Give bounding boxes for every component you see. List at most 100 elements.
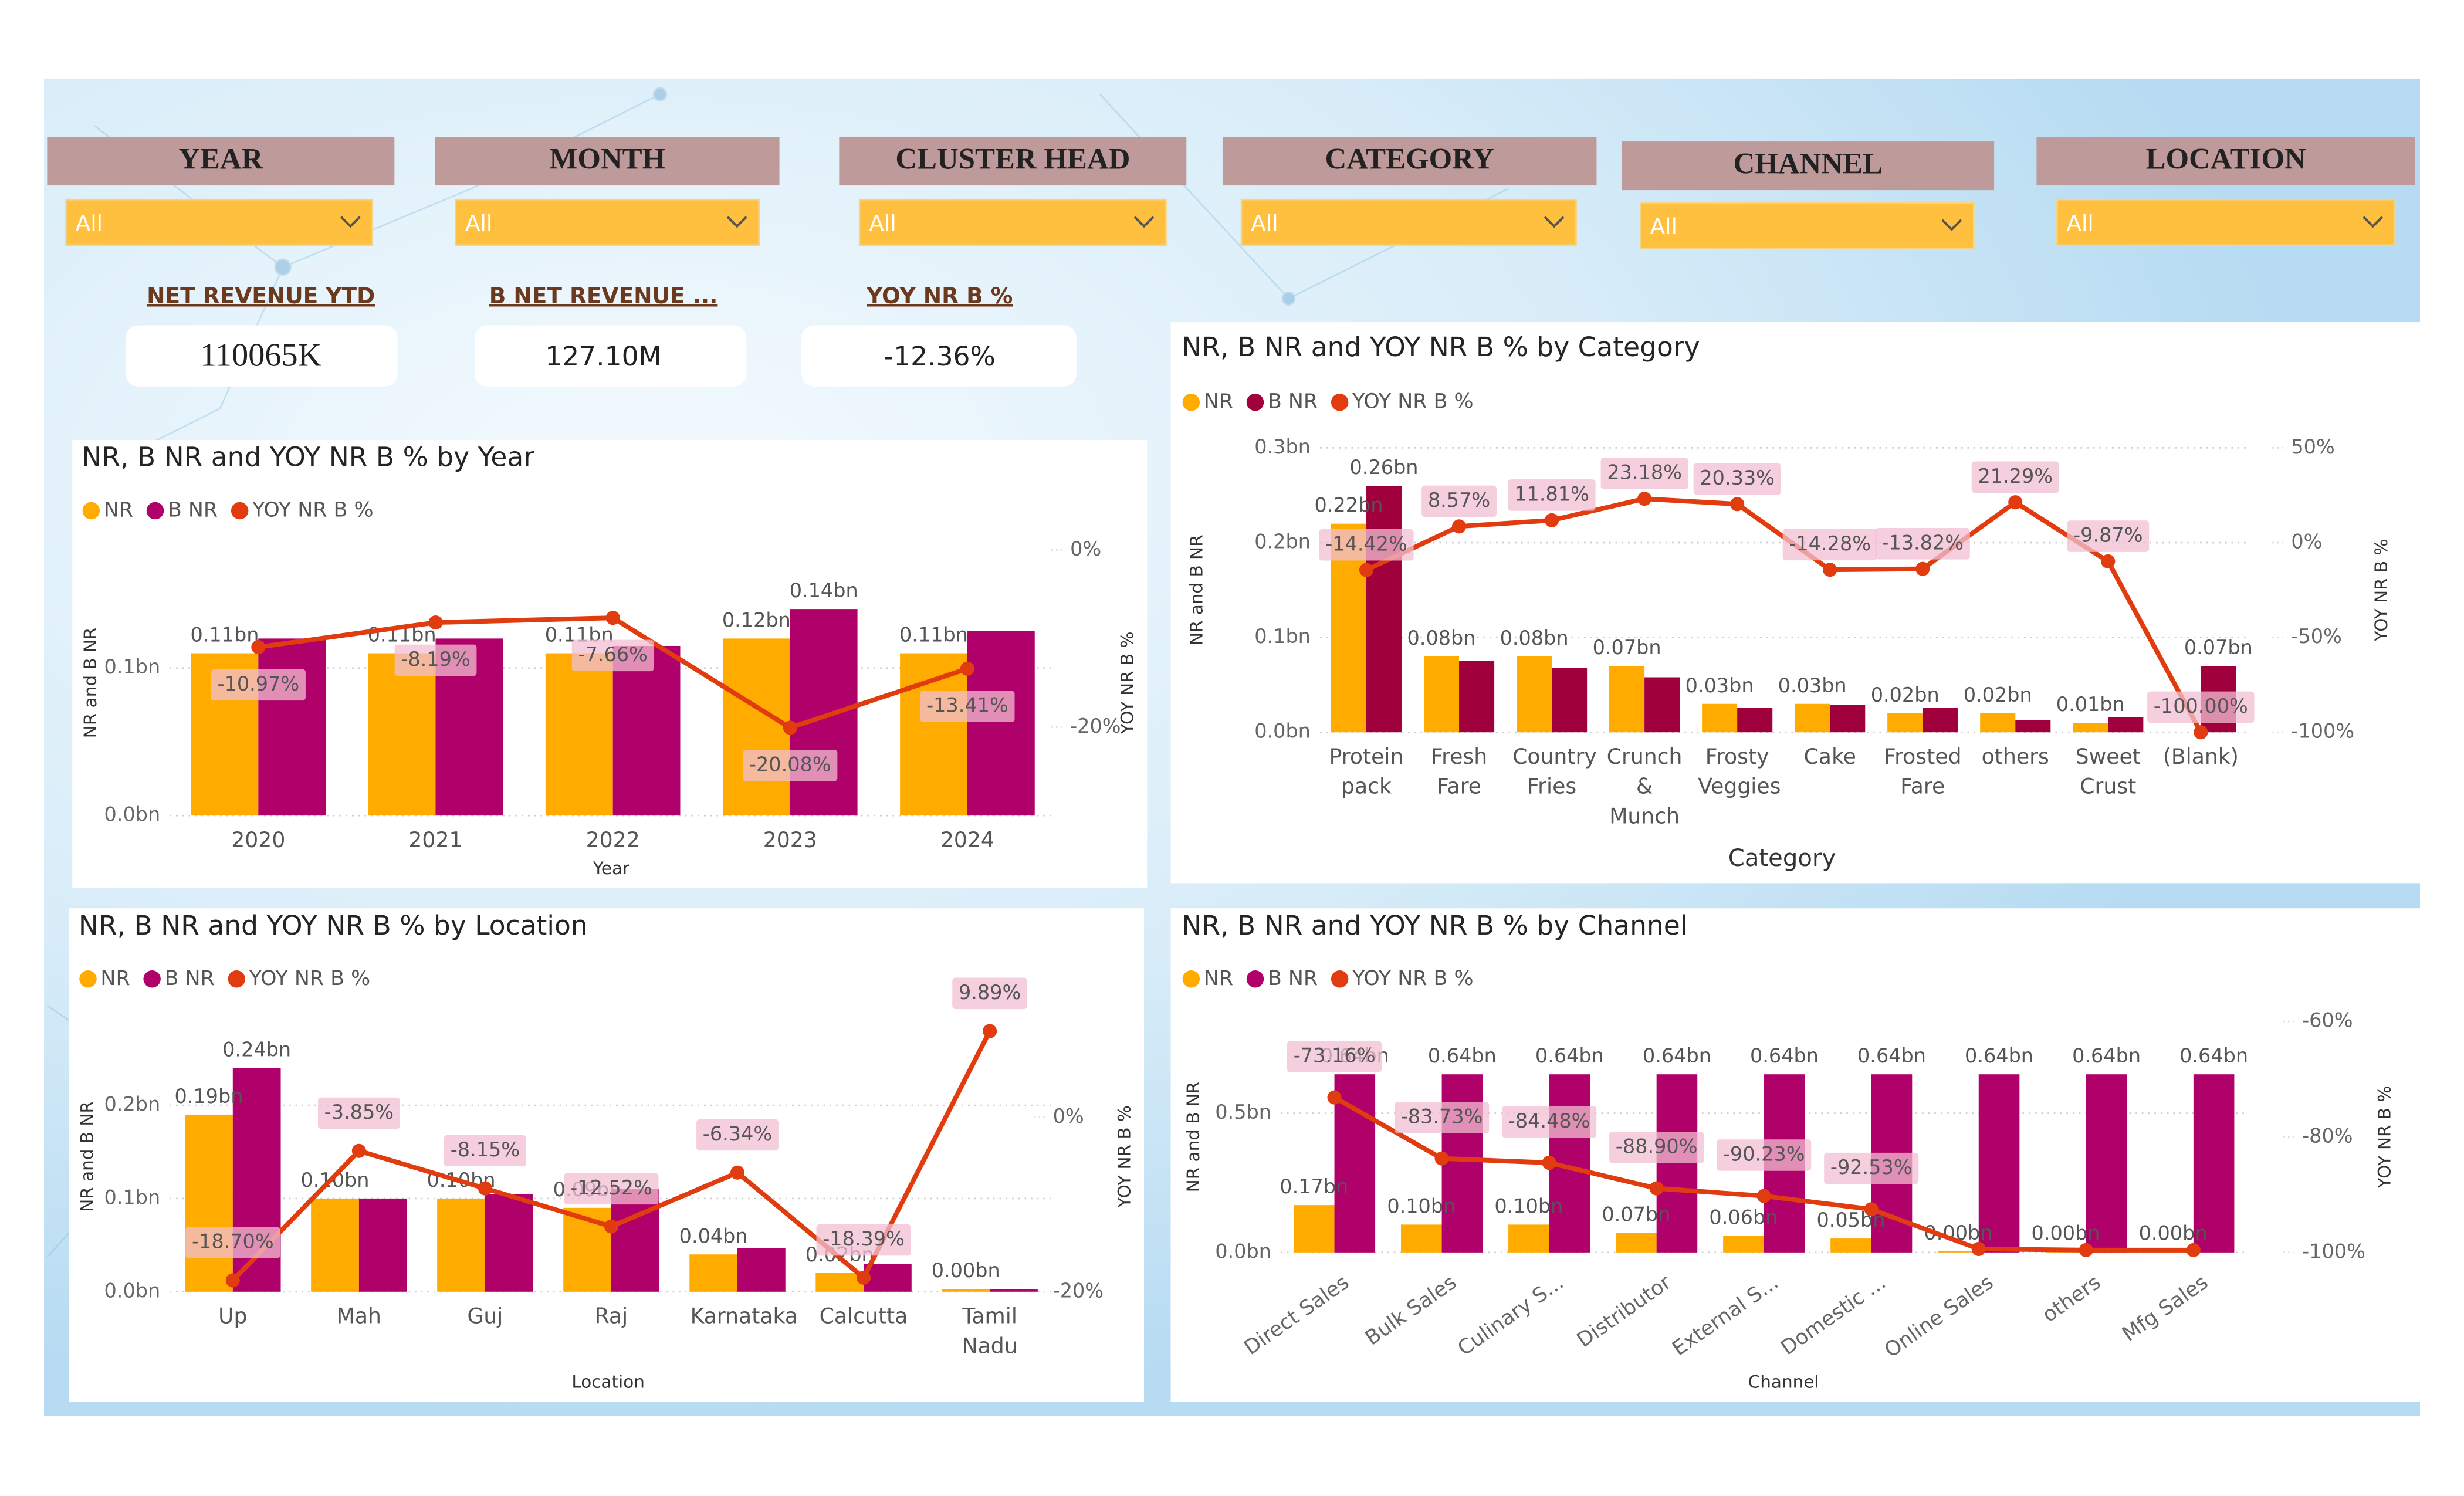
filter-header: [435, 137, 780, 186]
bar-value-label: 0.00bn: [2139, 1221, 2208, 1244]
legend-marker: [143, 970, 161, 988]
line-point: [1452, 519, 1467, 534]
bar-value-label: 0.64bn: [2179, 1044, 2248, 1067]
bar-value-label: 0.11bn: [190, 624, 259, 647]
line-value-label: 8.57%: [1428, 489, 1490, 512]
bar-value-label: 0.00bn: [932, 1259, 1000, 1282]
filter-dropdown[interactable]: [1640, 202, 1975, 249]
line-point: [478, 1181, 492, 1196]
bar-value-label: 0.07bn: [1593, 636, 1661, 659]
x-tick-label-box: 2021: [408, 828, 462, 854]
filter-dropdown[interactable]: [2056, 198, 2396, 246]
bar-value-label: 0.10bn: [301, 1169, 370, 1192]
bar: [1401, 1224, 1442, 1253]
legend-label: B NR: [168, 499, 218, 522]
legend-label: NR: [104, 499, 133, 522]
legend-label: YOY NR B %: [249, 967, 371, 990]
legend-marker: [1246, 970, 1264, 988]
y2-tick-label: -50%: [2291, 625, 2341, 648]
legend-marker: [231, 502, 249, 520]
line-value-label: -6.34%: [703, 1122, 772, 1145]
kpi-value: 127.10M: [545, 341, 662, 372]
line-point: [1542, 1155, 1556, 1170]
bar: [1508, 1224, 1549, 1253]
bar: [737, 1248, 786, 1292]
bar: [545, 653, 613, 816]
line-point: [605, 611, 620, 625]
bar-value-label: 0.26bn: [1350, 456, 1419, 479]
line-point: [2194, 725, 2208, 740]
line-label-bg: [1502, 1106, 1597, 1138]
bar: [1923, 708, 1958, 733]
line-point: [251, 639, 266, 655]
bar: [611, 1189, 659, 1292]
line-label-bg: [1875, 528, 1970, 560]
line-point: [1434, 1151, 1449, 1166]
line-label-bg: [444, 1135, 526, 1167]
bar-value-label: 0.11bn: [899, 624, 968, 647]
filter-dropdown[interactable]: [1240, 198, 1577, 246]
bar: [1830, 1238, 1871, 1253]
bar: [368, 653, 436, 816]
y-axis-label: NR and B NR: [77, 1101, 97, 1212]
bar: [1644, 677, 1680, 733]
kpi-label: NET REVENUE YTD: [147, 283, 375, 309]
kpi-value: 110065K: [200, 337, 322, 374]
bar: [2108, 717, 2144, 733]
x-tick-label-box: Up: [218, 1304, 247, 1329]
y-tick-label: 0.1bn: [104, 1186, 161, 1209]
bar: [1938, 1251, 1979, 1253]
x-tick-label-box: Calcutta: [820, 1304, 908, 1329]
x-tick-label: others: [1981, 744, 2049, 770]
line-value-label: -18.39%: [823, 1227, 905, 1250]
x-tick-label: Tamil Nadu: [962, 1304, 1018, 1359]
y2-tick-label: 0%: [2291, 530, 2322, 553]
line-value-label: -13.41%: [926, 694, 1008, 717]
dropdown-arrow: [726, 216, 747, 228]
bar: [2086, 1074, 2127, 1253]
y2-tick-label: 0%: [1053, 1105, 1084, 1128]
bar-value-label: 0.64bn: [1428, 1044, 1497, 1067]
y-tick-label: 0.0bn: [1215, 1240, 1271, 1263]
filter-dropdown[interactable]: [455, 198, 760, 246]
bar: [942, 1289, 990, 1292]
x-tick-label-box: Tamil Nadu: [962, 1304, 1018, 1359]
x-tick-label: Raj: [594, 1304, 628, 1330]
dropdown-arrow: [1133, 216, 1155, 228]
line-label-bg: [317, 1097, 400, 1129]
x-tick-label: Crunch & Munch: [1606, 744, 1683, 830]
y2-tick-label: -100%: [2291, 720, 2354, 743]
y-axis-label: NR and B NR: [80, 627, 100, 738]
line-label-bg: [920, 691, 1015, 722]
filter-value: All: [1650, 214, 1678, 239]
x-tick-label-box: Fresh Fare: [1431, 745, 1487, 800]
x-tick-label-box: (Blank): [2162, 744, 2239, 770]
bar: [689, 1254, 738, 1292]
legend-marker: [228, 970, 246, 988]
line-value-label: 9.89%: [959, 981, 1021, 1004]
bar: [2193, 1074, 2235, 1253]
bar: [790, 609, 858, 816]
bar-value-label: 0.14bn: [790, 579, 858, 602]
line-point: [730, 1165, 745, 1180]
line-point: [351, 1143, 366, 1158]
legend-label: B NR: [165, 967, 215, 990]
line-point: [1756, 1189, 1771, 1203]
legend-marker: [1331, 970, 1349, 988]
filter-dropdown[interactable]: [65, 198, 374, 246]
y2-tick-label: -100%: [2302, 1240, 2365, 1263]
legend-marker: [1331, 393, 1349, 411]
chart-title: NR, B NR and YOY NR B % by Year: [82, 442, 534, 473]
x-tick-label: (Blank): [2162, 744, 2239, 770]
filter-dropdown[interactable]: [858, 198, 1167, 246]
bar: [2015, 720, 2051, 733]
y2-tick-label: -80%: [2302, 1124, 2353, 1147]
bar-value-label: 0.17bn: [1280, 1175, 1348, 1198]
bar-value-label: 0.06bn: [1709, 1206, 1778, 1228]
line-point: [1649, 1181, 1664, 1196]
line-point: [1359, 563, 1374, 577]
line-value-label: 20.33%: [1700, 466, 1775, 489]
x-tick-label-box: 2022: [586, 828, 640, 854]
x-tick-label: 2024: [940, 828, 994, 854]
kpi-card: [801, 325, 1077, 387]
